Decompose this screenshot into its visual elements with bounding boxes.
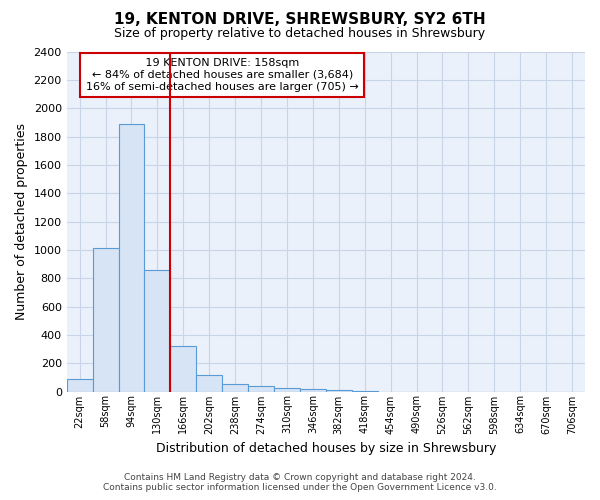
Text: 19 KENTON DRIVE: 158sqm   
← 84% of detached houses are smaller (3,684)
16% of s: 19 KENTON DRIVE: 158sqm ← 84% of detache… (86, 58, 359, 92)
X-axis label: Distribution of detached houses by size in Shrewsbury: Distribution of detached houses by size … (155, 442, 496, 455)
Bar (145, 270, 170, 392)
Y-axis label: Number of detached properties: Number of detached properties (15, 123, 28, 320)
Bar (196, 374, 222, 392)
Bar (222, 384, 248, 392)
Bar (92, 248, 119, 392)
Bar (300, 390, 326, 392)
Text: 19, KENTON DRIVE, SHREWSBURY, SY2 6TH: 19, KENTON DRIVE, SHREWSBURY, SY2 6TH (114, 12, 486, 28)
Text: Contains HM Land Registry data © Crown copyright and database right 2024.
Contai: Contains HM Land Registry data © Crown c… (103, 473, 497, 492)
Bar (274, 388, 300, 392)
Bar (352, 391, 377, 392)
Bar (170, 346, 196, 392)
Bar (119, 124, 145, 392)
Bar (67, 379, 92, 392)
Bar (248, 386, 274, 392)
Bar (326, 390, 352, 392)
Text: Size of property relative to detached houses in Shrewsbury: Size of property relative to detached ho… (115, 28, 485, 40)
